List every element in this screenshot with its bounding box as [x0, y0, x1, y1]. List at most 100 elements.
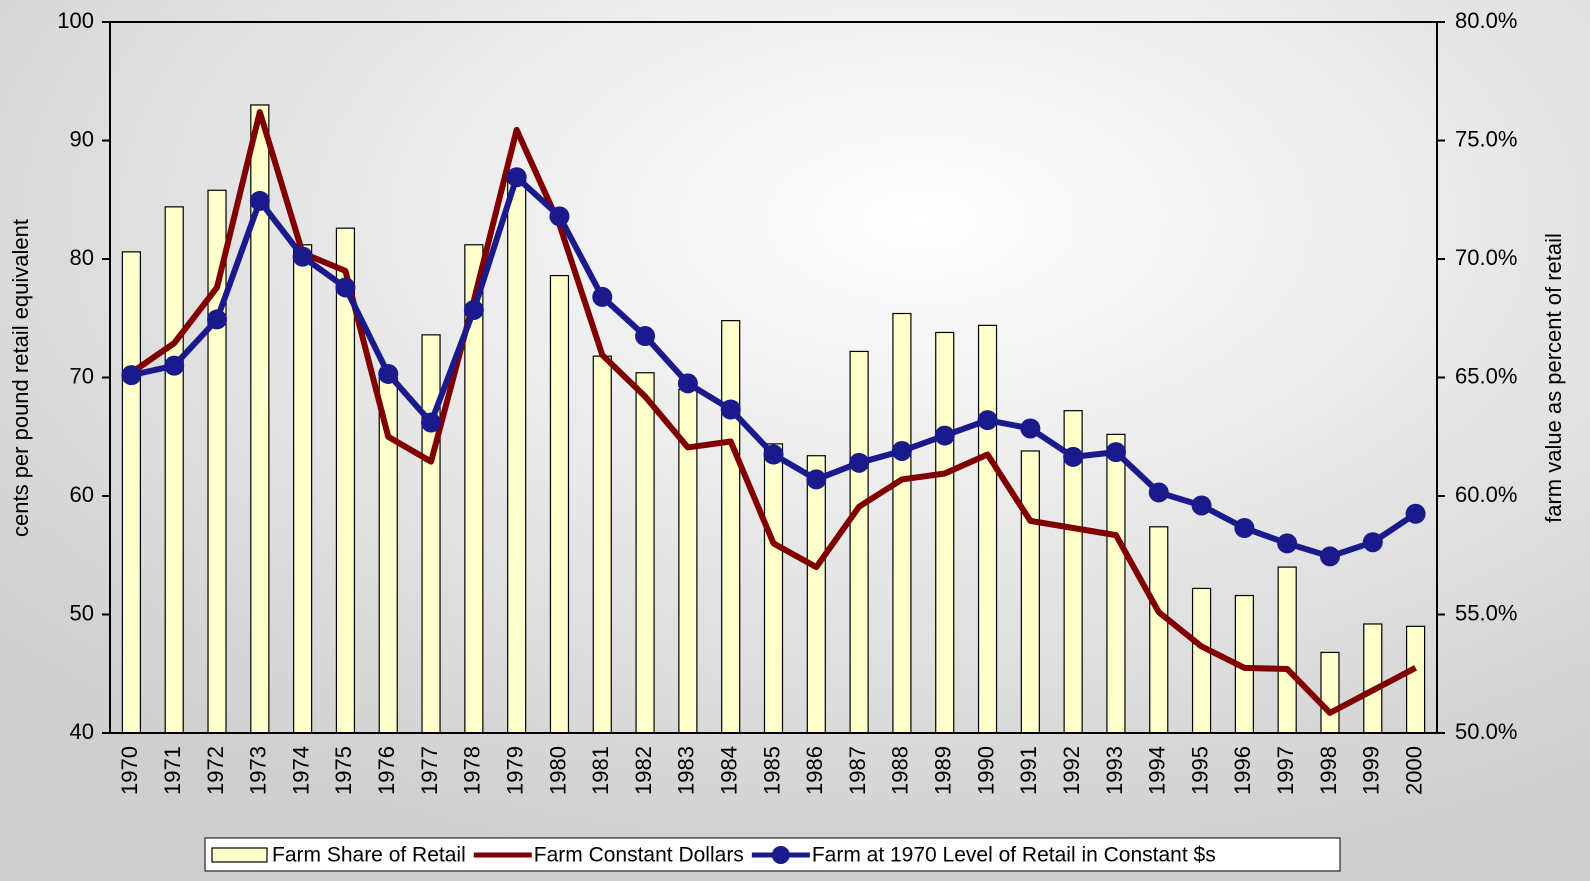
x-tick-label: 2000	[1401, 746, 1426, 795]
marker	[1020, 418, 1041, 439]
x-tick-label: 1999	[1359, 746, 1384, 795]
y-axis-title: cents per pound retail equivalent	[8, 219, 33, 537]
x-tick-label: 1978	[460, 746, 485, 795]
marker	[934, 425, 955, 446]
x-tick-label: 1983	[674, 746, 699, 795]
marker	[977, 410, 998, 431]
bar	[1106, 433, 1126, 734]
marker	[677, 373, 698, 394]
bar	[507, 180, 527, 734]
marker	[1234, 517, 1255, 538]
x-tick-label: 1992	[1059, 746, 1084, 795]
x-tick-label: 1973	[246, 746, 271, 795]
bar	[935, 331, 955, 734]
marker	[335, 277, 356, 298]
marker	[720, 399, 741, 420]
y-tick-label: 60	[70, 482, 94, 507]
y2-tick-label: 55.0%	[1455, 600, 1517, 625]
marker	[164, 355, 185, 376]
x-tick-label: 1971	[160, 746, 185, 795]
bar	[892, 312, 912, 734]
x-tick-label: 1972	[203, 746, 228, 795]
marker	[635, 326, 656, 347]
y2-tick-label: 80.0%	[1455, 8, 1517, 33]
marker	[421, 412, 442, 433]
x-tick-label: 1975	[331, 746, 356, 795]
legend-swatch	[211, 847, 268, 863]
x-tick-label: 1996	[1230, 746, 1255, 795]
bar	[977, 324, 998, 734]
marker	[249, 190, 270, 211]
x-tick-label: 1997	[1273, 746, 1298, 795]
bar	[549, 274, 570, 734]
x-tick-label: 1984	[717, 746, 742, 795]
marker	[506, 167, 527, 188]
legend-label: Farm at 1970 Level of Retail in Constant…	[812, 844, 1216, 867]
bar	[721, 320, 741, 734]
y2-tick-label: 60.0%	[1455, 482, 1517, 507]
bar	[1191, 587, 1212, 734]
x-tick-label: 1981	[588, 746, 613, 795]
marker	[121, 365, 142, 386]
y2-tick-label: 75.0%	[1455, 126, 1517, 151]
y2-axis-title: farm value as percent of retail	[1541, 233, 1566, 523]
bar	[1363, 623, 1383, 734]
x-tick-label: 1994	[1145, 746, 1170, 795]
bar	[1405, 625, 1426, 734]
y2-tick-label: 65.0%	[1455, 363, 1517, 388]
x-tick-label: 1982	[631, 746, 656, 795]
legend-label: Farm Share of Retail	[272, 844, 466, 867]
marker	[378, 363, 399, 384]
x-tick-label: 1988	[888, 746, 913, 795]
marker	[891, 440, 912, 461]
marker	[292, 246, 313, 267]
marker	[763, 444, 784, 465]
x-tick-label: 1985	[759, 746, 784, 795]
bar	[1149, 526, 1169, 734]
bar	[164, 206, 184, 734]
bar	[592, 355, 612, 734]
x-tick-label: 1990	[973, 746, 998, 795]
marker	[806, 469, 827, 490]
bar	[849, 350, 869, 734]
x-tick-label: 1991	[1016, 746, 1041, 795]
x-tick-label: 1995	[1187, 746, 1212, 795]
legend: Farm Share of Retail Farm Constant Dollar…	[204, 837, 1341, 872]
bar	[635, 372, 655, 734]
x-tick-label: 1976	[374, 746, 399, 795]
legend-marker	[771, 846, 790, 864]
marker	[549, 206, 570, 227]
x-tick-label: 1993	[1102, 746, 1127, 795]
x-tick-label: 1986	[802, 746, 827, 795]
bar	[1320, 651, 1340, 734]
marker	[1148, 482, 1169, 503]
marker	[849, 452, 870, 473]
marker	[1105, 442, 1126, 463]
x-tick-label: 1970	[117, 746, 142, 795]
x-tick-label: 1980	[545, 746, 570, 795]
x-tick-label: 1987	[845, 746, 870, 795]
marker	[1063, 446, 1084, 467]
x-tick-label: 1989	[931, 746, 956, 795]
bar	[293, 244, 313, 734]
y-tick-label: 80	[70, 245, 94, 270]
y-tick-label: 40	[70, 719, 94, 744]
bar	[121, 251, 142, 734]
marker	[207, 309, 228, 330]
x-tick-label: 1998	[1316, 746, 1341, 795]
marker	[1191, 495, 1212, 516]
x-tick-label: 1977	[417, 746, 442, 795]
bar	[763, 443, 784, 734]
y-tick-label: 100	[57, 8, 94, 33]
line	[129, 109, 1417, 716]
marker	[1319, 546, 1340, 567]
marker	[1277, 533, 1298, 554]
marker	[592, 286, 613, 307]
marker	[463, 299, 484, 320]
y-tick-label: 90	[70, 126, 94, 151]
y2-tick-label: 70.0%	[1455, 245, 1517, 270]
bar	[421, 334, 441, 734]
y-tick-label: 50	[70, 600, 94, 625]
